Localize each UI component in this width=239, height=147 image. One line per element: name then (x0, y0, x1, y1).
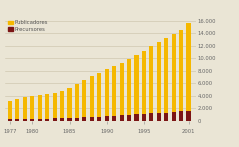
Bar (60, 118, 64, 121)
Bar (38, 95, 42, 121)
Bar (45, 94, 49, 121)
Bar (67, 118, 71, 121)
Bar (53, 118, 57, 121)
Bar (134, 55, 139, 121)
Bar (15, 119, 19, 121)
Bar (75, 84, 79, 121)
Bar (75, 118, 79, 121)
Bar (97, 72, 101, 121)
Bar (186, 111, 190, 121)
Bar (127, 115, 131, 121)
Bar (23, 97, 27, 121)
Legend: Publicadores, Precursores: Publicadores, Precursores (7, 19, 49, 33)
Bar (105, 116, 109, 121)
Bar (15, 99, 19, 121)
Bar (172, 112, 176, 121)
Bar (30, 119, 34, 121)
Bar (164, 113, 168, 121)
Bar (179, 111, 183, 121)
Bar (164, 38, 168, 121)
Bar (134, 115, 139, 121)
Bar (149, 46, 153, 121)
Bar (105, 69, 109, 121)
Bar (112, 116, 116, 121)
Bar (142, 114, 146, 121)
Bar (90, 117, 94, 121)
Bar (172, 34, 176, 121)
Bar (53, 93, 57, 121)
Bar (45, 119, 49, 121)
Bar (82, 80, 87, 121)
Bar (112, 66, 116, 121)
Bar (97, 117, 101, 121)
Bar (157, 113, 161, 121)
Bar (90, 76, 94, 121)
Bar (38, 119, 42, 121)
Bar (127, 59, 131, 121)
Bar (82, 117, 87, 121)
Bar (30, 96, 34, 121)
Bar (60, 91, 64, 121)
Bar (67, 88, 71, 121)
Bar (149, 113, 153, 121)
Bar (179, 30, 183, 121)
Bar (120, 115, 124, 121)
Bar (186, 23, 190, 121)
Bar (120, 63, 124, 121)
Bar (157, 42, 161, 121)
Bar (142, 51, 146, 121)
Bar (8, 101, 12, 121)
Bar (23, 119, 27, 121)
Bar (8, 119, 12, 121)
